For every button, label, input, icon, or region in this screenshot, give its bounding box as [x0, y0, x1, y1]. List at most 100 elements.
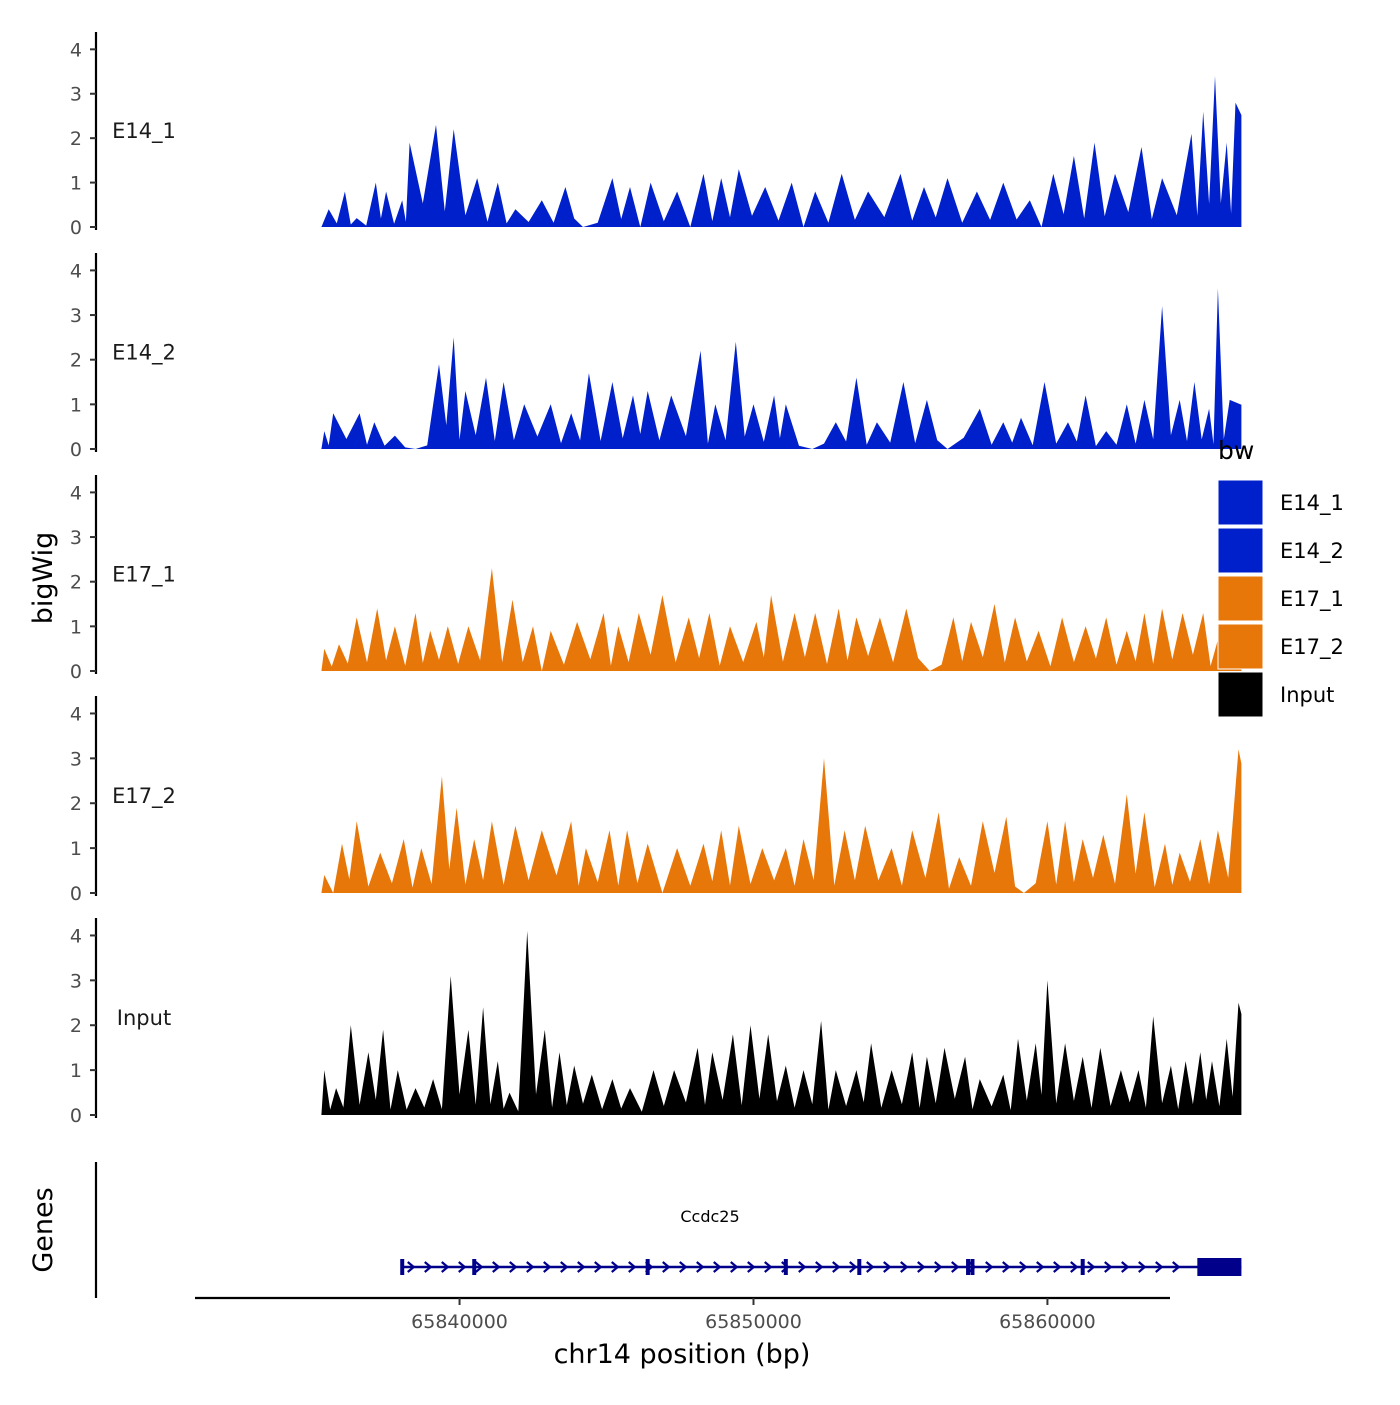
strand-arrow [662, 1261, 671, 1273]
signal-area-e17-2[interactable] [321, 749, 1242, 893]
gene-name-label: Ccdc25 [680, 1207, 739, 1226]
strand-arrow [628, 1261, 637, 1273]
track-e14-2: 0 1 2 3 4 E14_2 [70, 253, 1242, 461]
strand-arrow [832, 1261, 841, 1273]
legend-label: E14_1 [1280, 491, 1344, 516]
strand-arrow [492, 1261, 501, 1273]
gene-exon [966, 1259, 971, 1275]
strand-arrow [1019, 1261, 1028, 1273]
strand-arrow [1121, 1261, 1130, 1273]
gene-exon [645, 1259, 650, 1275]
strand-arrow [985, 1261, 994, 1273]
strand-arrow [917, 1261, 926, 1273]
y-axis-title: bigWig [28, 532, 59, 625]
gene-exon [400, 1259, 405, 1275]
y-tick-label: 0 [70, 439, 82, 461]
strand-arrow [526, 1261, 535, 1273]
genes-panel: Genes Ccdc25 [28, 1162, 1242, 1298]
strand-arrow [424, 1261, 433, 1273]
strand-arrow [747, 1261, 756, 1273]
y-tick-label: 4 [70, 260, 82, 282]
y-tick-label: 2 [70, 128, 82, 150]
y-tick-label: 1 [70, 394, 82, 416]
y-tick-label: 3 [70, 305, 82, 327]
strand-arrow [1155, 1261, 1164, 1273]
y-tick-label: 2 [70, 350, 82, 372]
y-tick-label: 1 [70, 1060, 82, 1082]
y-tick-label: 0 [70, 661, 82, 683]
track-e17-1: 0 1 2 3 4 E17_1 [70, 475, 1242, 683]
strand-arrow [849, 1261, 858, 1273]
y-tick-label: 3 [70, 84, 82, 106]
strand-arrow [543, 1261, 552, 1273]
gene-exon [857, 1259, 862, 1275]
strand-arrow [730, 1261, 739, 1273]
track-e14-1: 0 1 2 3 4 E14_1 [70, 32, 1242, 239]
strand-arrow [1070, 1261, 1079, 1273]
y-tick-label: 4 [70, 703, 82, 725]
strand-arrow [611, 1261, 620, 1273]
legend: bw E14_1 E14_2 E17_1 E17_2 Input [1217, 436, 1344, 718]
x-ticks: 65840000 65850000 65860000 [411, 1298, 1096, 1333]
strand-arrow [1087, 1261, 1096, 1273]
y-tick-label: 4 [70, 39, 82, 61]
x-tick-label: 65850000 [705, 1311, 802, 1333]
legend-swatch [1217, 527, 1264, 574]
gene-utr-block [1197, 1258, 1242, 1276]
track-panels: 0 1 2 3 4 E14_1 0 1 2 3 4 E14_2 0 1 2 3 4 E17_1 0 1 2 3 4 E17_2… [70, 32, 1242, 1127]
y-tick-label: 4 [70, 482, 82, 504]
track-input: 0 1 2 3 4 Input [70, 918, 1242, 1127]
y-tick-label: 2 [70, 572, 82, 594]
strand-arrow [798, 1261, 807, 1273]
track-label: E14_2 [112, 341, 176, 366]
signal-area-input[interactable] [321, 931, 1242, 1115]
strand-arrow [713, 1261, 722, 1273]
strand-arrow [1036, 1261, 1045, 1273]
strand-arrow [1172, 1261, 1181, 1273]
strand-arrow [577, 1261, 586, 1273]
track-label: E14_1 [112, 119, 176, 144]
strand-arrow [594, 1261, 603, 1273]
x-tick-label: 65840000 [411, 1311, 508, 1333]
gene-exon [970, 1259, 975, 1275]
gene-exon [1080, 1259, 1085, 1275]
y-tick-label: 3 [70, 970, 82, 992]
y-tick-label: 1 [70, 838, 82, 860]
legend-label: E17_1 [1280, 587, 1344, 612]
legend-swatch [1217, 479, 1264, 526]
strand-arrow [1002, 1261, 1011, 1273]
y-tick-label: 1 [70, 173, 82, 195]
strand-arrow [951, 1261, 960, 1273]
signal-area-e14-1[interactable] [321, 76, 1242, 227]
track-label: E17_2 [112, 784, 176, 809]
strand-arrow [883, 1261, 892, 1273]
y-tick-label: 0 [70, 883, 82, 905]
x-tick-label: 65860000 [999, 1311, 1096, 1333]
strand-arrow [679, 1261, 688, 1273]
signal-area-e14-2[interactable] [321, 288, 1242, 449]
y-tick-label: 0 [70, 1105, 82, 1127]
legend-label: E14_2 [1280, 539, 1344, 564]
gene-model-ccdc25[interactable] [400, 1258, 1242, 1276]
strand-arrow [1053, 1261, 1062, 1273]
strand-arrow [458, 1261, 467, 1273]
x-axis: 65840000 65850000 65860000 chr14 position … [195, 1296, 1170, 1370]
y-tick-label: 1 [70, 616, 82, 638]
strand-arrow [441, 1261, 450, 1273]
gene-exon [783, 1259, 788, 1275]
track-label: E17_1 [112, 563, 176, 588]
signal-area-e17-1[interactable] [321, 568, 1242, 671]
strand-arrow [815, 1261, 824, 1273]
legend-swatch [1217, 623, 1264, 670]
legend-items: E14_1 E14_2 E17_1 E17_2 Input [1217, 479, 1344, 718]
legend-swatch [1217, 575, 1264, 622]
y-tick-label: 2 [70, 1015, 82, 1037]
strand-arrow [407, 1261, 416, 1273]
strand-arrow [866, 1261, 875, 1273]
strand-arrow [509, 1261, 518, 1273]
gene-exon [472, 1259, 477, 1275]
y-tick-label: 0 [70, 217, 82, 239]
y-tick-label: 3 [70, 527, 82, 549]
legend-swatch [1217, 671, 1264, 718]
strand-arrow [1138, 1261, 1147, 1273]
